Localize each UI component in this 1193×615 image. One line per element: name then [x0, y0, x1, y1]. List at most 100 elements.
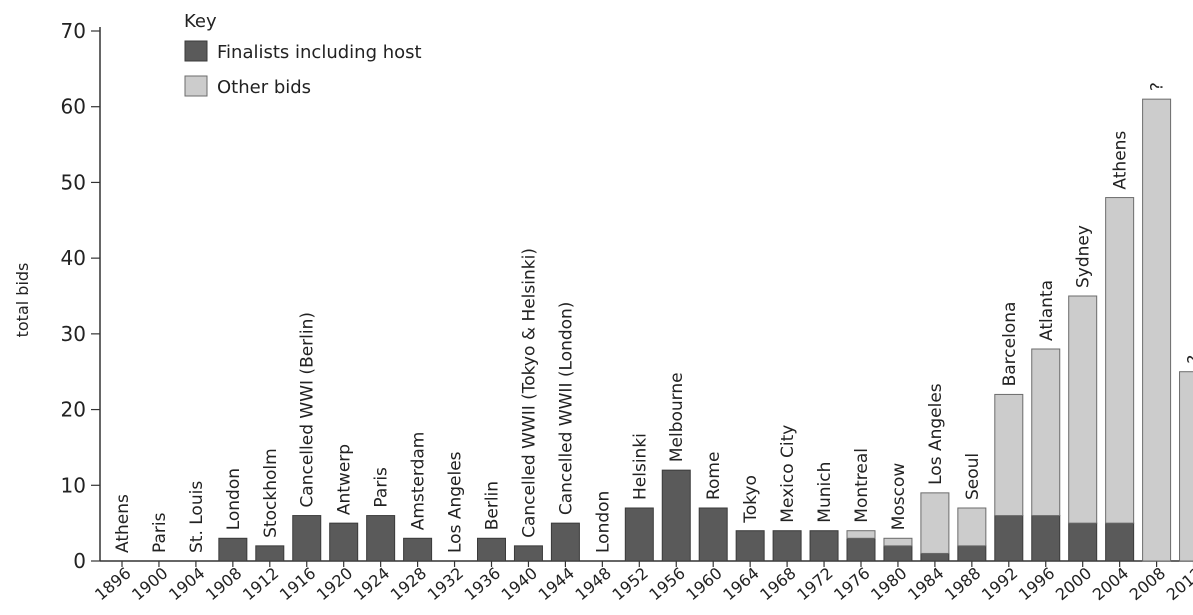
x-tick-label: 1960: [682, 564, 725, 605]
x-tick-label: 1956: [645, 564, 688, 605]
legend-label-other: Other bids: [217, 77, 311, 98]
x-tick-label: 1964: [719, 564, 762, 605]
x-tick-label: 1992: [978, 564, 1021, 605]
city-label: Stockholm: [261, 448, 281, 538]
x-tick-label: 2012: [1163, 564, 1193, 605]
bar-finalists: [920, 552, 950, 562]
bar-other-bids: [920, 492, 950, 554]
city-label: Helsinki: [630, 433, 650, 500]
city-label: Los Angeles: [446, 451, 466, 553]
bar-other-bids: [1142, 98, 1172, 562]
x-tick-label: 1908: [202, 564, 245, 605]
x-tick-label: 1944: [535, 564, 578, 605]
y-axis: 0 10 20 30 40 50 60 70: [61, 19, 101, 573]
x-tick-label: 1996: [1015, 564, 1058, 605]
bar-finalists: [218, 537, 248, 562]
bar-finalists: [366, 515, 396, 562]
bar-finalists: [1031, 515, 1061, 562]
x-tick-label: 1928: [387, 564, 430, 605]
x-tick-label: 1980: [867, 564, 910, 605]
bar-other-bids: [1105, 197, 1135, 524]
city-label: Amsterdam: [409, 432, 429, 531]
city-label: Athens: [1111, 131, 1131, 190]
city-label: Melbourne: [667, 372, 687, 462]
x-axis: 1896190019041908191219161920192419281932…: [91, 560, 1193, 605]
bars-layer: [218, 98, 1193, 562]
city-label: Rome: [704, 452, 724, 500]
legend-swatch-other: [184, 75, 208, 97]
city-labels-layer: Athens Paris St. Louis London Stockholm Cance…: [113, 82, 1193, 553]
bar-other-bids: [846, 530, 876, 539]
city-label: ?: [1148, 82, 1168, 91]
city-label: Mexico City: [778, 425, 798, 523]
legend-title: Key: [184, 11, 217, 32]
bar-finalists: [550, 522, 580, 562]
x-tick-label: 1936: [461, 564, 504, 605]
city-label: London: [224, 468, 244, 530]
bar-finalists: [255, 545, 285, 562]
y-tick-label: 50: [61, 170, 86, 194]
x-tick-label: 1984: [904, 564, 947, 605]
bar-finalists: [772, 530, 802, 562]
x-tick-label: 1940: [498, 564, 541, 605]
y-tick-label: 30: [61, 322, 86, 346]
y-tick-label: 70: [61, 19, 86, 43]
city-label: Antwerp: [335, 444, 355, 515]
y-tick-label: 10: [61, 473, 86, 497]
city-label: Cancelled WWII (London): [556, 302, 576, 516]
x-tick-label: 1976: [830, 564, 873, 605]
y-tick-label: 60: [61, 95, 86, 119]
y-tick-label: 20: [61, 398, 86, 422]
bar-finalists: [661, 469, 691, 562]
x-tick-label: 2004: [1089, 564, 1132, 605]
x-tick-label: 1920: [313, 564, 356, 605]
city-label: Atlanta: [1037, 280, 1057, 341]
city-label: London: [593, 491, 613, 553]
city-label: Seoul: [963, 453, 983, 500]
x-tick-label: 1988: [941, 564, 984, 605]
y-axis-title: total bids: [13, 263, 32, 338]
bar-finalists: [513, 545, 543, 562]
legend-label-finalists: Finalists including host: [217, 42, 422, 63]
x-tick-label: 1948: [572, 564, 615, 605]
x-tick-label: 1932: [424, 564, 467, 605]
bar-other-bids: [1068, 295, 1098, 524]
y-tick-label: 0: [73, 549, 86, 573]
x-tick-label: 1972: [793, 564, 836, 605]
x-tick-label: 1904: [165, 564, 208, 605]
bar-finalists: [1068, 522, 1098, 562]
x-tick-label: 1900: [128, 564, 171, 605]
city-label: ?: [1185, 355, 1193, 364]
bar-finalists: [624, 507, 654, 562]
city-label: Tokyo: [741, 475, 761, 524]
bar-other-bids: [957, 507, 987, 547]
x-tick-label: 2008: [1126, 564, 1169, 605]
bar-finalists: [883, 545, 913, 562]
bar-finalists: [809, 530, 839, 562]
bar-finalists: [477, 537, 506, 562]
bar-other-bids: [1031, 348, 1061, 517]
city-label: St. Louis: [187, 481, 207, 553]
bar-finalists: [329, 522, 359, 562]
city-label: Los Angeles: [926, 383, 946, 485]
city-label: Paris: [372, 467, 392, 508]
city-label: Athens: [113, 494, 133, 553]
x-tick-label: 1924: [350, 564, 393, 605]
bar-finalists: [994, 515, 1024, 562]
x-tick-label: 1952: [608, 564, 651, 605]
city-label: Cancelled WWI (Berlin): [298, 312, 318, 508]
bar-finalists: [698, 507, 728, 562]
city-label: Barcelona: [1000, 302, 1020, 387]
legend-swatch-finalists: [184, 40, 208, 62]
x-tick-label: 1912: [239, 564, 282, 605]
bar-other-bids: [994, 393, 1024, 517]
bar-finalists: [735, 530, 765, 562]
bar-finalists: [1105, 522, 1135, 562]
y-tick-label: 40: [61, 246, 86, 270]
city-label: Munich: [815, 462, 835, 523]
bar-finalists: [846, 537, 876, 562]
legend: Key Finalists including host Other bids: [184, 11, 422, 98]
city-label: Sydney: [1074, 225, 1094, 288]
x-tick-label: 1916: [276, 564, 319, 605]
